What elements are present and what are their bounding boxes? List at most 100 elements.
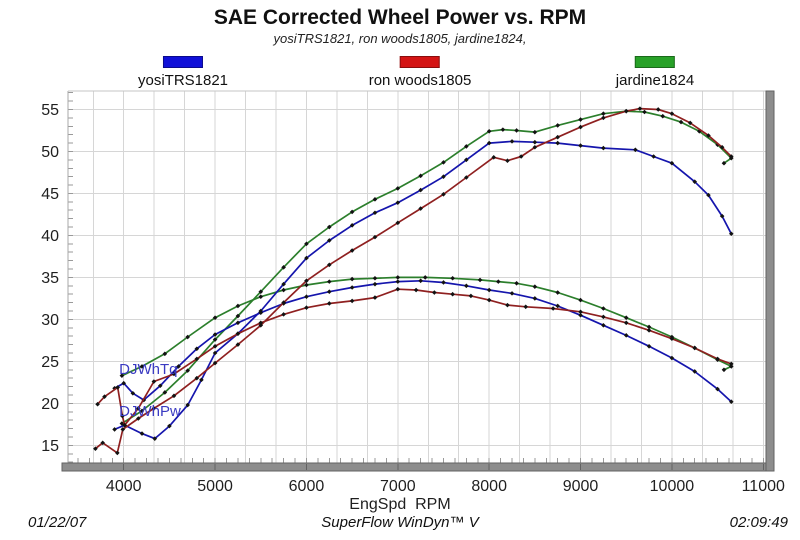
- data-point-marker: [623, 108, 629, 114]
- data-point-marker: [258, 294, 264, 300]
- y-tick-label: 40: [41, 228, 59, 245]
- data-point-marker: [139, 431, 145, 436]
- legend-entry: yosiTRS1821: [138, 56, 228, 89]
- y-tick-label: 45: [41, 186, 59, 203]
- data-point-marker: [728, 399, 734, 404]
- data-point-marker: [326, 289, 332, 294]
- data-point-marker: [372, 295, 378, 300]
- data-point-marker: [372, 275, 378, 281]
- data-point-marker: [468, 293, 474, 299]
- data-point-marker: [413, 287, 419, 293]
- data-point-marker: [194, 375, 200, 381]
- data-point-marker: [93, 446, 98, 452]
- y-minor-ticks: [68, 92, 73, 463]
- data-point-marker: [157, 383, 163, 389]
- data-point-marker: [395, 286, 401, 292]
- x-tick-label: 11000: [742, 478, 785, 495]
- data-point-marker: [194, 356, 200, 362]
- x-tick-label: 4000: [106, 478, 142, 495]
- data-point-marker: [281, 281, 286, 287]
- data-point-marker: [555, 134, 560, 140]
- data-point-marker: [326, 238, 332, 243]
- data-point-marker: [706, 133, 711, 138]
- data-point-marker: [212, 337, 218, 342]
- data-point-marker: [692, 345, 698, 351]
- data-point-marker: [601, 111, 606, 116]
- footer-time: 02:09:49: [729, 514, 788, 531]
- data-point-marker: [555, 290, 560, 295]
- data-point-marker: [102, 394, 107, 399]
- data-point-marker: [326, 224, 332, 230]
- data-point-marker: [687, 120, 693, 126]
- data-point-marker: [235, 313, 241, 319]
- data-point-marker: [136, 406, 141, 411]
- data-point-marker: [514, 128, 519, 133]
- data-point-marker: [176, 364, 181, 369]
- data-point-marker: [555, 140, 560, 146]
- data-point-marker: [509, 139, 515, 144]
- y-tick-label: 55: [41, 102, 59, 119]
- data-point-marker: [486, 297, 492, 303]
- data-point-marker: [719, 144, 725, 150]
- data-point-marker: [464, 283, 469, 289]
- data-point-marker: [121, 380, 127, 386]
- data-point-marker: [171, 371, 177, 377]
- data-point-marker: [719, 213, 725, 219]
- data-point-marker: [395, 200, 401, 205]
- data-point-marker: [660, 113, 666, 119]
- data-point-marker: [441, 174, 446, 179]
- series-ron-woods1805-DJWhTq: [95, 286, 734, 428]
- data-point-marker: [185, 334, 190, 340]
- x-tick-label: 9000: [563, 478, 599, 495]
- data-point-marker: [194, 346, 200, 352]
- axis-frame: [61, 90, 775, 472]
- data-point-marker: [669, 355, 675, 361]
- data-point-marker: [578, 312, 583, 318]
- data-point-marker: [372, 210, 378, 216]
- data-point-marker: [372, 281, 378, 287]
- data-point-marker: [167, 423, 172, 429]
- data-point-marker: [136, 416, 141, 421]
- x-tick-label: 5000: [197, 478, 233, 495]
- data-point-marker: [642, 109, 647, 115]
- data-point-marker: [395, 220, 401, 226]
- data-point-marker: [523, 304, 529, 310]
- data-point-marker: [715, 356, 720, 362]
- data-point-marker: [199, 377, 204, 383]
- data-point-marker: [669, 336, 675, 342]
- data-point-marker: [212, 315, 218, 321]
- x-tick-label: 10000: [650, 478, 695, 495]
- data-point-marker: [514, 280, 519, 286]
- data-point-marker: [669, 111, 675, 116]
- x-axis-title: EngSpd RPM: [349, 496, 451, 513]
- y-tick-label: 25: [41, 354, 59, 371]
- data-point-marker: [304, 255, 309, 261]
- data-point-marker: [326, 301, 332, 306]
- data-point-marker: [500, 127, 506, 132]
- data-point-marker: [646, 328, 652, 333]
- legend-label: yosiTRS1821: [137, 72, 229, 89]
- data-point-marker: [601, 145, 606, 151]
- data-point-marker: [532, 296, 538, 301]
- data-point-marker: [578, 309, 583, 315]
- data-point-marker: [728, 364, 734, 369]
- data-point-marker: [112, 427, 117, 432]
- data-point-marker: [532, 144, 538, 150]
- y-tick-labels: 15 20 25 30 35 40 45 50 55: [41, 102, 59, 455]
- data-point-marker: [486, 129, 492, 134]
- data-point-marker: [633, 147, 638, 153]
- data-point-marker: [185, 368, 190, 373]
- data-point-marker: [715, 386, 720, 392]
- legend-label: ron woods1805: [368, 72, 472, 89]
- data-point-marker: [395, 279, 401, 284]
- data-point-marker: [349, 298, 355, 304]
- data-point-marker: [258, 310, 264, 315]
- y-tick-label: 20: [41, 396, 59, 413]
- data-point-marker: [152, 436, 158, 441]
- data-point-marker: [212, 350, 218, 356]
- data-point-marker: [95, 401, 100, 407]
- data-point-marker: [349, 285, 355, 290]
- data-point-marker: [601, 314, 606, 320]
- data-point-marker: [496, 279, 501, 284]
